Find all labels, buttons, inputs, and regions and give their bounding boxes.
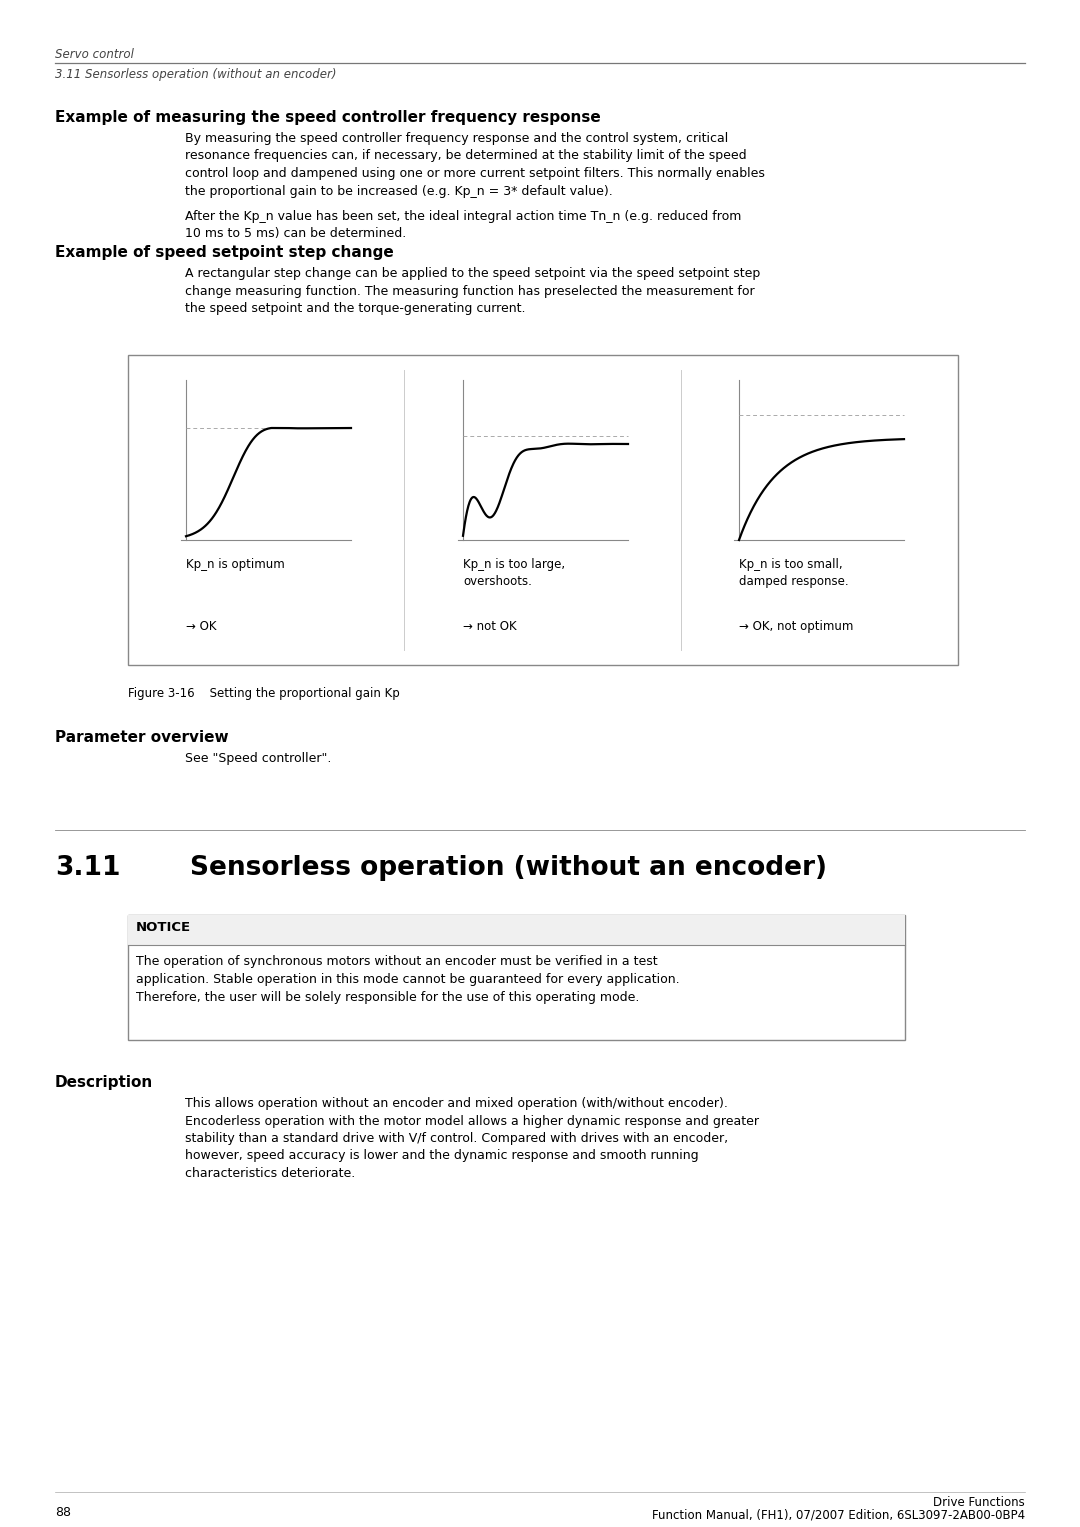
Text: Kp_n is optimum: Kp_n is optimum bbox=[186, 557, 285, 571]
Text: The operation of synchronous motors without an encoder must be verified in a tes: The operation of synchronous motors with… bbox=[136, 954, 679, 1003]
Text: By measuring the speed controller frequency response and the control system, cri: By measuring the speed controller freque… bbox=[185, 131, 765, 197]
Text: 3.11: 3.11 bbox=[55, 855, 121, 881]
Text: Function Manual, (FH1), 07/2007 Edition, 6SL3097-2AB00-0BP4: Function Manual, (FH1), 07/2007 Edition,… bbox=[652, 1509, 1025, 1521]
Text: Parameter overview: Parameter overview bbox=[55, 730, 229, 745]
Text: 3.11 Sensorless operation (without an encoder): 3.11 Sensorless operation (without an en… bbox=[55, 69, 337, 81]
Text: Servo control: Servo control bbox=[55, 47, 134, 61]
Text: Kp_n is too small,
damped response.: Kp_n is too small, damped response. bbox=[739, 557, 849, 588]
Text: Sensorless operation (without an encoder): Sensorless operation (without an encoder… bbox=[190, 855, 827, 881]
Bar bbox=[129, 915, 905, 1040]
Text: Example of measuring the speed controller frequency response: Example of measuring the speed controlle… bbox=[55, 110, 600, 125]
Text: Figure 3-16    Setting the proportional gain Kp: Figure 3-16 Setting the proportional gai… bbox=[129, 687, 400, 699]
Text: Kp_n is too large,
overshoots.: Kp_n is too large, overshoots. bbox=[463, 557, 565, 588]
Text: Drive Functions: Drive Functions bbox=[933, 1496, 1025, 1509]
Text: After the Kp_n value has been set, the ideal integral action time Tn_n (e.g. red: After the Kp_n value has been set, the i… bbox=[185, 211, 741, 240]
Bar bbox=[129, 915, 905, 945]
Text: → OK: → OK bbox=[186, 620, 216, 634]
Text: Description: Description bbox=[55, 1075, 153, 1090]
Text: See "Speed controller".: See "Speed controller". bbox=[185, 751, 332, 765]
Text: → not OK: → not OK bbox=[463, 620, 516, 634]
Bar bbox=[129, 354, 958, 664]
Text: A rectangular step change can be applied to the speed setpoint via the speed set: A rectangular step change can be applied… bbox=[185, 267, 760, 315]
Text: Example of speed setpoint step change: Example of speed setpoint step change bbox=[55, 244, 394, 260]
Text: → OK, not optimum: → OK, not optimum bbox=[739, 620, 853, 634]
Text: NOTICE: NOTICE bbox=[136, 921, 191, 935]
Text: 88: 88 bbox=[55, 1506, 71, 1519]
Text: This allows operation without an encoder and mixed operation (with/without encod: This allows operation without an encoder… bbox=[185, 1096, 759, 1180]
